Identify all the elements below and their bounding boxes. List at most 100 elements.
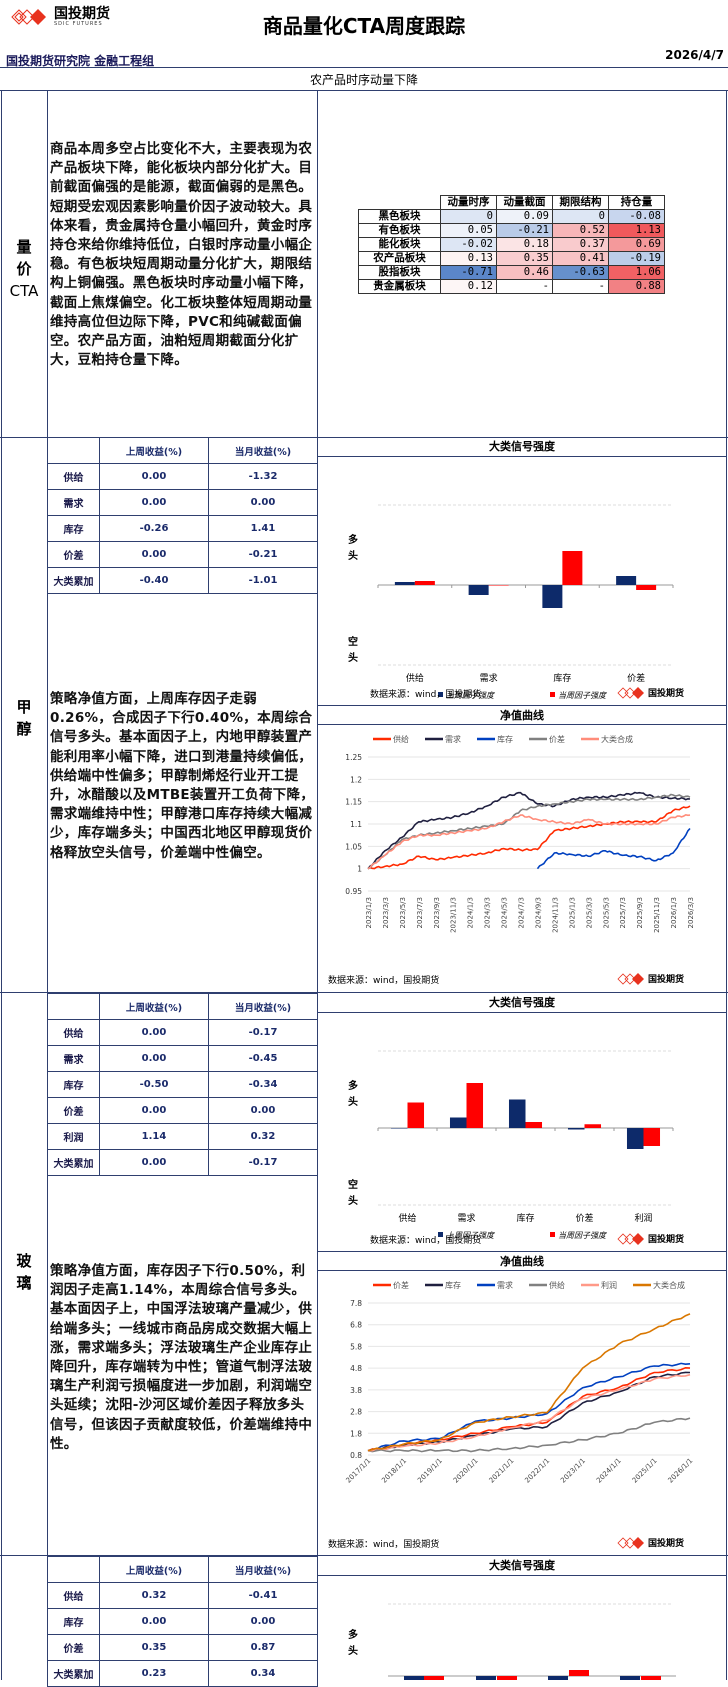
border-mid <box>317 91 318 1680</box>
svg-text:头: 头 <box>348 1095 358 1108</box>
svg-text:需求: 需求 <box>445 734 461 744</box>
week-return: 0.35 <box>99 1634 209 1661</box>
month-return: 0.00 <box>208 489 318 516</box>
svg-text:0.8: 0.8 <box>350 1451 362 1460</box>
heat-cell: 0 <box>440 209 497 224</box>
svg-text:2024/9/3: 2024/9/3 <box>534 897 542 928</box>
heat-cell: - <box>496 279 553 294</box>
heat-cell: 0.35 <box>496 251 553 266</box>
week-return: 0.32 <box>99 1582 209 1609</box>
svg-text:5.8: 5.8 <box>350 1342 362 1351</box>
month-return: -0.34 <box>208 1071 318 1098</box>
table-row: 库存 -0.50 -0.34 <box>47 1071 318 1098</box>
heat-cell: 0.46 <box>496 265 553 280</box>
svg-text:2023/1/3: 2023/1/3 <box>365 897 373 928</box>
svg-text:空: 空 <box>348 1178 358 1191</box>
heat-cell: -0.19 <box>608 251 665 266</box>
heat-row: 农产品板块 0.13 0.35 0.41 -0.19 <box>358 251 665 266</box>
month-return: 1.41 <box>208 515 318 542</box>
heat-col: 动量时序 <box>440 195 497 210</box>
svg-text:1.1: 1.1 <box>350 820 362 829</box>
svg-text:数据来源：wind，国投期货: 数据来源：wind，国投期货 <box>328 1538 439 1550</box>
svg-text:需求: 需求 <box>480 672 498 684</box>
methanol-signal-chart: 大类信号强度 多头空头供给 需求 库存 价差 上周因子强度 当周因子强度 数据来源：wind… <box>318 437 726 705</box>
svg-text:价差: 价差 <box>393 1280 409 1290</box>
table-row: 供给 0.32 -0.41 <box>47 1582 318 1609</box>
month-return: 0.00 <box>208 1608 318 1635</box>
month-return: -0.45 <box>208 1045 318 1072</box>
table-row: 库存 -0.26 1.41 <box>47 515 318 542</box>
svg-text:多: 多 <box>348 1628 358 1641</box>
week-return: -0.50 <box>99 1071 209 1098</box>
divider-cta <box>0 437 728 438</box>
svg-text:2024/11/3: 2024/11/3 <box>551 897 559 933</box>
svg-text:供给: 供给 <box>398 1212 416 1224</box>
svg-text:1: 1 <box>357 865 362 874</box>
month-return: 0.32 <box>208 1123 318 1150</box>
heat-row: 有色板块 0.05 -0.21 0.52 1.13 <box>358 223 665 238</box>
heat-row-label: 股指板块 <box>358 265 441 280</box>
header-empty <box>47 993 100 1020</box>
svg-text:2025/7/3: 2025/7/3 <box>619 897 627 928</box>
week-return: 0.00 <box>99 463 209 490</box>
org-name: 国投期货研究院 金融工程组 <box>6 54 155 68</box>
svg-text:供给: 供给 <box>549 1280 565 1290</box>
heat-cell: - <box>552 279 609 294</box>
heat-cell: -0.02 <box>440 237 497 252</box>
divider-methanol <box>0 992 728 993</box>
week-return: 0.00 <box>99 489 209 516</box>
table-row: 价差 0.00 0.00 <box>47 1097 318 1124</box>
svg-text:需求: 需求 <box>497 1280 513 1290</box>
next-returns-table: 上周收益(%) 当月收益(%) 供给 0.32 -0.41 库存 0.00 0.00 价差 0.3… <box>47 1556 318 1687</box>
heat-row-label: 能化板块 <box>358 237 441 252</box>
svg-text:6.8: 6.8 <box>350 1321 362 1330</box>
svg-text:2025/5/3: 2025/5/3 <box>602 897 610 928</box>
heat-cell: 0.05 <box>440 223 497 238</box>
svg-text:库存: 库存 <box>445 1280 461 1290</box>
table-row: 价差 0.00 -0.21 <box>47 541 318 568</box>
label-char: 甲 <box>16 698 32 716</box>
svg-text:1.25: 1.25 <box>345 753 362 762</box>
svg-text:2024/5/3: 2024/5/3 <box>501 897 509 928</box>
methanol-analysis-text: 策略净值方面，上周库存因子走弱0.26%，合成因子下行0.40%，本周综合信号多… <box>50 691 315 861</box>
section-label-glass: 玻 璃 <box>1 1250 47 1294</box>
signal-bar-chart: 多头 <box>348 1603 676 1687</box>
svg-text:利润: 利润 <box>601 1280 617 1290</box>
svg-text:2023/3/3: 2023/3/3 <box>382 897 390 928</box>
cta-summary-text: 商品本周多空占比变化不大，主要表现为农产品板块下降，能化板块内部分化扩大。目前截… <box>50 141 313 369</box>
row-label: 库存 <box>47 1608 100 1635</box>
svg-text:头: 头 <box>348 1644 358 1657</box>
row-label: 价差 <box>47 1634 100 1661</box>
heat-cell: -0.08 <box>608 209 665 224</box>
svg-text:2024/7/3: 2024/7/3 <box>518 897 526 928</box>
report-header: 国投期货 SDIC FUTURES 商品量化CTA周度跟踪 国投期货研究院 金融… <box>0 0 728 68</box>
methanol-returns-table: 上周收益(%) 当月收益(%) 供给 0.00 -1.32 需求 0.00 0.00 库存 -0.… <box>47 437 318 594</box>
svg-text:2026/3/3: 2026/3/3 <box>687 897 695 928</box>
heat-row-label: 贵金属板块 <box>358 279 441 294</box>
week-return: 0.00 <box>99 1045 209 1072</box>
heat-col: 动量截面 <box>496 195 553 210</box>
border-left <box>1 91 2 1680</box>
svg-text:上周因子强度: 上周因子强度 <box>446 1231 496 1240</box>
svg-text:2019/1/1: 2019/1/1 <box>416 1457 444 1485</box>
heat-row: 贵金属板块 0.12- -0.88 <box>358 279 665 294</box>
heat-cell: 0.52 <box>552 223 609 238</box>
svg-text:1.05: 1.05 <box>345 842 362 851</box>
svg-text:2025/11/3: 2025/11/3 <box>653 897 661 933</box>
week-return: 0.00 <box>99 541 209 568</box>
nav-line-chart: 0.8 1.8 2.8 3.8 4.8 5.8 6.8 7.8 价差 库存 需求 供给 利润 大类合成 20… <box>328 1280 694 1550</box>
table-row: 供给 0.00 -0.17 <box>47 1019 318 1046</box>
svg-text:0.95: 0.95 <box>345 887 362 896</box>
table-row: 供给 0.00 -1.32 <box>47 463 318 490</box>
label-char: 醇 <box>16 720 32 738</box>
week-return: 0.00 <box>99 1097 209 1124</box>
header-empty <box>47 1556 100 1583</box>
svg-text:2024/1/1: 2024/1/1 <box>595 1457 623 1485</box>
svg-text:1.2: 1.2 <box>350 775 362 784</box>
svg-text:供给: 供给 <box>393 734 409 744</box>
report-date: 2026/4/7 <box>665 48 724 62</box>
svg-text:2.8: 2.8 <box>350 1408 362 1417</box>
heat-row-label: 农产品板块 <box>358 251 441 266</box>
label-char: 量 <box>16 238 32 256</box>
heat-cell: 0.69 <box>608 237 665 252</box>
